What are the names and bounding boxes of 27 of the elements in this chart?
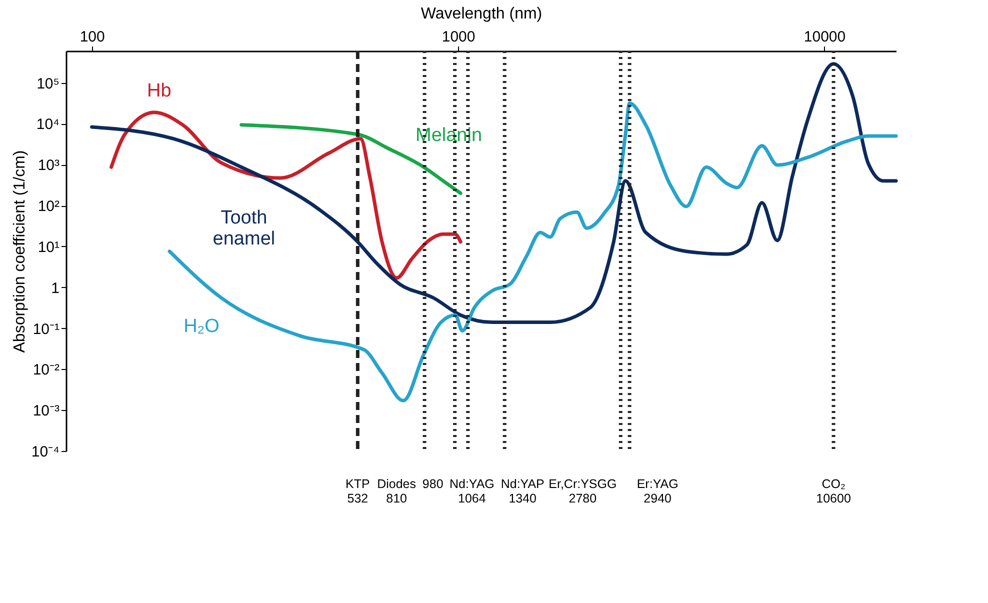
y-tick-label: 1: [51, 280, 60, 297]
x-tick-label: 1000: [442, 28, 476, 46]
ref-line-label: CO₂ 10600: [816, 477, 851, 506]
y-tick-label: 10⁴: [36, 116, 60, 134]
y-axis-title: Absorption coefficient (1/cm): [11, 150, 28, 353]
y-tick-label: 10⁻²: [32, 362, 60, 379]
y-tick-label: 10⁻³: [32, 402, 60, 420]
ref-line-label: Er,Cr:YSGG 2780: [548, 477, 617, 506]
series-label: Melanin: [415, 125, 482, 146]
y-tick-label: 10³: [38, 157, 60, 174]
ref-line-label: Nd:YAG 1064: [449, 477, 494, 506]
x-tick-label: 10000: [804, 28, 846, 46]
ref-line-label: KTP 532: [346, 477, 370, 506]
y-tick-label: 10⁻¹: [32, 320, 60, 338]
series-label: Hb: [147, 80, 172, 102]
x-axis-title: Wavelength (nm): [420, 6, 542, 22]
y-tick-label: 10²: [38, 198, 60, 216]
ref-line-label: Nd:YAP 1340: [500, 477, 544, 506]
y-tick-label: 10¹: [38, 238, 60, 256]
ref-line-label: Diodes 810: [377, 477, 416, 506]
x-tick-label: 100: [80, 28, 105, 46]
y-tick-label: 10⁵: [36, 75, 60, 92]
ref-line-label: 980: [422, 477, 444, 491]
ref-line-label: Er:YAG 2940: [636, 477, 678, 506]
series-label: H₂O: [184, 316, 220, 337]
series-label: Tooth enamel: [212, 207, 276, 250]
y-tick-label: 10⁻⁴: [31, 444, 60, 460]
